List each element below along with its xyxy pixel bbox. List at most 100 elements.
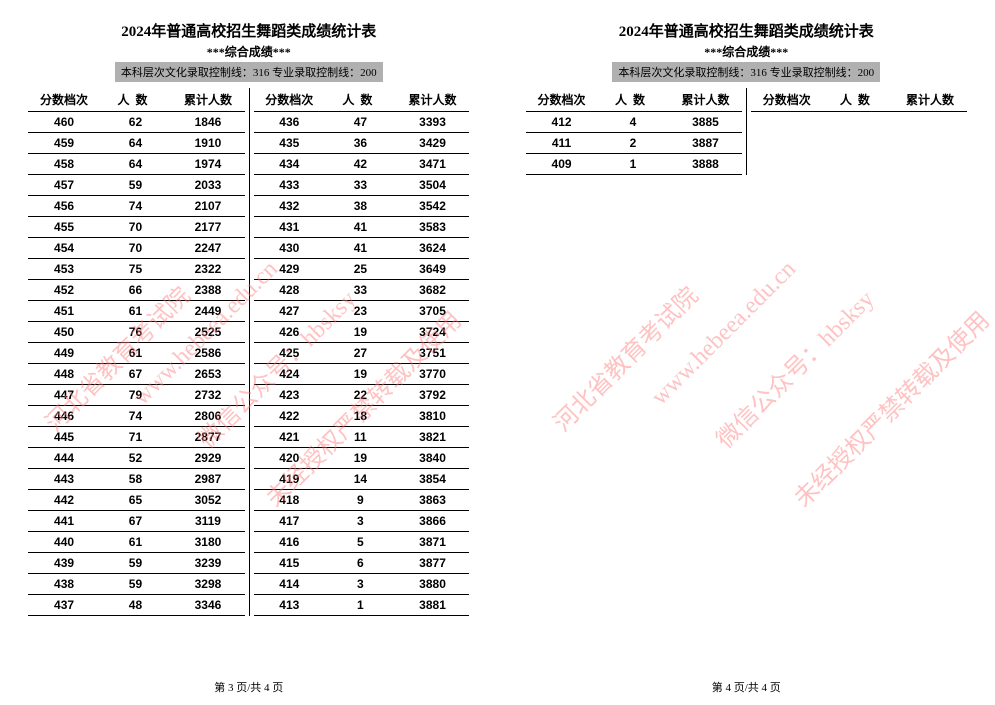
cell-score: 413 bbox=[254, 595, 325, 616]
cell-count: 65 bbox=[100, 490, 171, 511]
table-row: 428333682 bbox=[254, 280, 469, 301]
cell-cum: 3471 bbox=[396, 154, 469, 175]
score-table-2: 分数档次 人数 累计人数 436473393435363429434423471… bbox=[254, 88, 469, 616]
cell-score: 422 bbox=[254, 406, 325, 427]
cell-cum: 1974 bbox=[171, 154, 245, 175]
table-row: 452662388 bbox=[28, 280, 244, 301]
table-row: 432383542 bbox=[254, 196, 469, 217]
cell-count: 33 bbox=[325, 280, 396, 301]
cell-score: 443 bbox=[28, 469, 99, 490]
cell-count: 14 bbox=[325, 469, 396, 490]
cell-count: 33 bbox=[325, 175, 396, 196]
cell-count: 41 bbox=[325, 217, 396, 238]
score-table-2: 分数档次 人数 累计人数 bbox=[751, 88, 966, 112]
cell-score: 419 bbox=[254, 469, 325, 490]
cell-cum: 3298 bbox=[171, 574, 245, 595]
cell-count: 4 bbox=[597, 112, 668, 133]
cell-cum: 3429 bbox=[396, 133, 469, 154]
cell-score: 435 bbox=[254, 133, 325, 154]
cell-count: 79 bbox=[100, 385, 171, 406]
cell-score: 456 bbox=[28, 196, 99, 217]
cell-count: 75 bbox=[100, 259, 171, 280]
cell-cum: 3346 bbox=[171, 595, 245, 616]
cell-cum: 3885 bbox=[669, 112, 743, 133]
cell-score: 415 bbox=[254, 553, 325, 574]
score-control-line: 本科层次文化录取控制线：316 专业录取控制线：200 bbox=[612, 62, 880, 82]
table-row: 422183810 bbox=[254, 406, 469, 427]
cell-cum: 3180 bbox=[171, 532, 245, 553]
cell-count: 58 bbox=[100, 469, 171, 490]
column-2: 分数档次 人数 累计人数 436473393435363429434423471… bbox=[249, 88, 473, 616]
cell-count: 22 bbox=[325, 385, 396, 406]
page-3: 2024年普通高校招生舞蹈类成绩统计表 ***综合成绩*** 本科层次文化录取控… bbox=[0, 0, 498, 705]
cell-score: 430 bbox=[254, 238, 325, 259]
cell-count: 66 bbox=[100, 280, 171, 301]
cell-count: 59 bbox=[100, 574, 171, 595]
cell-score: 453 bbox=[28, 259, 99, 280]
cell-cum: 2247 bbox=[171, 238, 245, 259]
table-row: 420193840 bbox=[254, 448, 469, 469]
table-row: 419143854 bbox=[254, 469, 469, 490]
header-count: 人数 bbox=[100, 88, 171, 112]
cell-count: 19 bbox=[325, 322, 396, 343]
cell-cum: 1846 bbox=[171, 112, 245, 133]
cell-count: 59 bbox=[100, 553, 171, 574]
cell-cum: 2586 bbox=[171, 343, 245, 364]
cell-score: 444 bbox=[28, 448, 99, 469]
cell-cum: 3239 bbox=[171, 553, 245, 574]
table-row: 41243885 bbox=[526, 112, 742, 133]
cell-count: 64 bbox=[100, 154, 171, 175]
score-table-1: 分数档次 人数 累计人数 460621846459641910458641974… bbox=[28, 88, 244, 616]
table-row: 437483346 bbox=[28, 595, 244, 616]
cell-count: 62 bbox=[100, 112, 171, 133]
cell-score: 417 bbox=[254, 511, 325, 532]
page-title: 2024年普通高校招生舞蹈类成绩统计表 bbox=[121, 20, 376, 41]
header-score: 分数档次 bbox=[254, 88, 325, 112]
cell-score: 455 bbox=[28, 217, 99, 238]
table-row: 430413624 bbox=[254, 238, 469, 259]
table-row: 431413583 bbox=[254, 217, 469, 238]
cell-score: 421 bbox=[254, 427, 325, 448]
header-cum: 累计人数 bbox=[893, 88, 966, 112]
cell-score: 433 bbox=[254, 175, 325, 196]
table-row: 456742107 bbox=[28, 196, 244, 217]
header-cum: 累计人数 bbox=[396, 88, 469, 112]
header-count: 人数 bbox=[325, 88, 396, 112]
page-4: 2024年普通高校招生舞蹈类成绩统计表 ***综合成绩*** 本科层次文化录取控… bbox=[498, 0, 995, 705]
cell-cum: 2033 bbox=[171, 175, 245, 196]
table-row: 436473393 bbox=[254, 112, 469, 133]
table-row: 429253649 bbox=[254, 259, 469, 280]
table-row: 459641910 bbox=[28, 133, 244, 154]
cell-count: 2 bbox=[597, 133, 668, 154]
table-row: 41313881 bbox=[254, 595, 469, 616]
table-row: 448672653 bbox=[28, 364, 244, 385]
cell-cum: 3854 bbox=[396, 469, 469, 490]
cell-cum: 3888 bbox=[669, 154, 743, 175]
cell-count: 76 bbox=[100, 322, 171, 343]
cell-score: 457 bbox=[28, 175, 99, 196]
table-row: 424193770 bbox=[254, 364, 469, 385]
cell-score: 440 bbox=[28, 532, 99, 553]
cell-score: 418 bbox=[254, 490, 325, 511]
page-footer: 第 3 页/共 4 页 bbox=[214, 671, 283, 695]
cell-cum: 2732 bbox=[171, 385, 245, 406]
table-row: 427233705 bbox=[254, 301, 469, 322]
header-count: 人数 bbox=[822, 88, 893, 112]
table-row: 444522929 bbox=[28, 448, 244, 469]
cell-score: 447 bbox=[28, 385, 99, 406]
cell-count: 61 bbox=[100, 343, 171, 364]
page-title: 2024年普通高校招生舞蹈类成绩统计表 bbox=[619, 20, 874, 41]
table-row: 434423471 bbox=[254, 154, 469, 175]
cell-score: 448 bbox=[28, 364, 99, 385]
table-row: 41563877 bbox=[254, 553, 469, 574]
cell-score: 414 bbox=[254, 574, 325, 595]
page-subtitle: ***综合成绩*** bbox=[704, 43, 788, 60]
cell-count: 3 bbox=[325, 511, 396, 532]
cell-cum: 2525 bbox=[171, 322, 245, 343]
cell-score: 411 bbox=[526, 133, 597, 154]
cell-cum: 3504 bbox=[396, 175, 469, 196]
table-row: 440613180 bbox=[28, 532, 244, 553]
column-2: 分数档次 人数 累计人数 bbox=[746, 88, 970, 175]
table-row: 435363429 bbox=[254, 133, 469, 154]
cell-count: 19 bbox=[325, 448, 396, 469]
